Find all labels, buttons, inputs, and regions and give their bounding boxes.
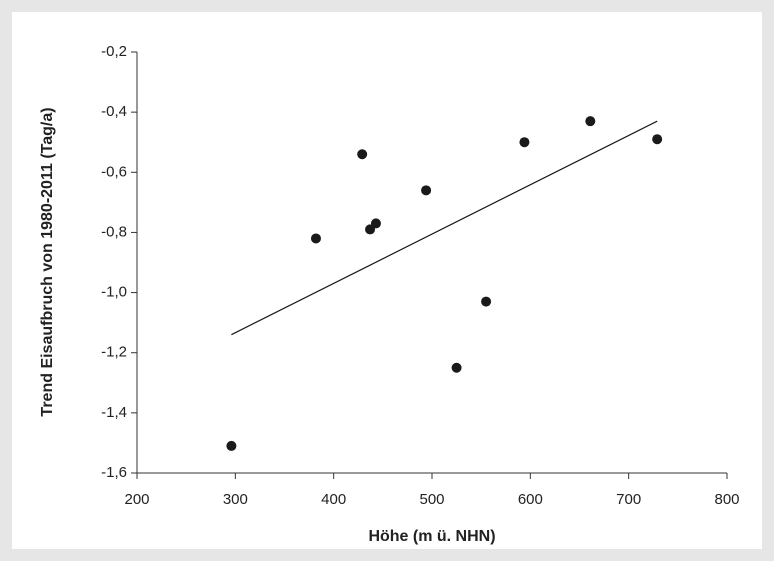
x-tick-label: 300 — [223, 491, 248, 508]
x-tick-label: 400 — [321, 491, 346, 508]
y-tick-label: -1,6 — [101, 464, 127, 481]
x-tick-label: 600 — [518, 491, 543, 508]
data-point — [226, 440, 237, 451]
y-tick-label: -1,2 — [101, 344, 127, 361]
x-tick-label: 200 — [124, 491, 149, 508]
data-point — [585, 116, 596, 127]
x-tick-label: 500 — [419, 491, 444, 508]
data-point — [451, 362, 462, 373]
y-tick-label: -0,2 — [101, 43, 127, 60]
y-tick-label: -0,8 — [101, 223, 127, 240]
x-tick-label: 700 — [616, 491, 641, 508]
data-point — [652, 134, 663, 145]
data-point — [481, 296, 492, 307]
y-axis-title: Trend Eisaufbruch von 1980-2011 (Tag/a) — [39, 107, 56, 416]
y-tick-label: -0,6 — [101, 163, 127, 180]
x-axis-title: Höhe (m ü. NHN) — [368, 528, 495, 545]
y-tick-label: -1,0 — [101, 284, 127, 301]
data-point — [310, 233, 321, 244]
x-tick-label: 800 — [714, 491, 739, 508]
y-tick-label: -0,4 — [101, 103, 127, 120]
data-point — [421, 185, 432, 196]
y-tick-label: -1,4 — [101, 404, 127, 421]
trend-line — [231, 120, 658, 336]
data-point — [357, 149, 368, 160]
data-point — [370, 218, 381, 229]
data-point — [519, 137, 530, 148]
